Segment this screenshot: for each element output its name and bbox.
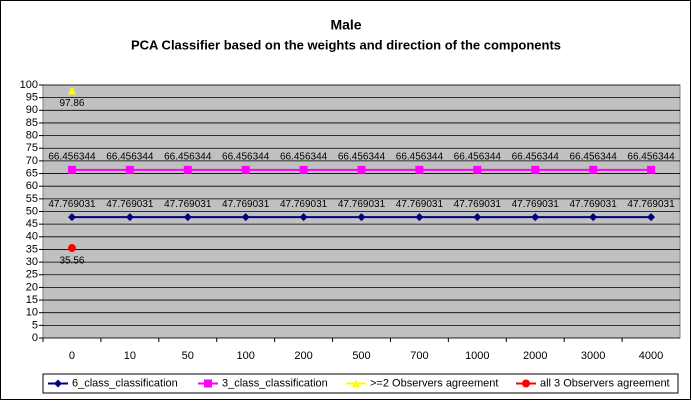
data-label: 66.456344 (222, 152, 270, 163)
data-label: 35.56 (59, 256, 84, 267)
y-tick-label: 90 (26, 104, 38, 116)
x-tick-label: 1000 (465, 350, 489, 362)
data-label: 47.769031 (454, 199, 502, 210)
data-label: 66.456344 (280, 152, 328, 163)
y-tick-label: 100 (20, 79, 38, 91)
data-point (125, 165, 134, 174)
y-tick-label: 50 (26, 205, 38, 217)
data-point (415, 213, 424, 222)
y-tick-label: 70 (26, 155, 38, 167)
y-tick-label: 5 (32, 319, 38, 331)
data-point (647, 165, 656, 174)
y-tick-label: 10 (26, 307, 38, 319)
y-tick-label: 55 (26, 193, 38, 205)
data-point (589, 213, 598, 222)
data-label: 47.769031 (396, 199, 444, 210)
y-tick-label: 80 (26, 130, 38, 142)
y-tick-label: 65 (26, 167, 38, 179)
chart-title: Male (330, 17, 361, 33)
data-point (647, 213, 656, 222)
data-point (415, 165, 424, 174)
y-tick-label: 40 (26, 231, 38, 243)
data-label: 47.769031 (338, 199, 386, 210)
data-label: 47.769031 (48, 199, 96, 210)
y-tick-label: 25 (26, 269, 38, 281)
data-label: 47.769031 (512, 199, 560, 210)
y-tick-label: 30 (26, 256, 38, 268)
data-label: 66.456344 (164, 152, 212, 163)
data-point (531, 213, 540, 222)
y-tick-label: 15 (26, 294, 38, 306)
data-point (183, 213, 192, 222)
data-label: 66.456344 (338, 152, 386, 163)
y-tick-label: 20 (26, 281, 38, 293)
y-tick-label: 35 (26, 243, 38, 255)
legend-label: all 3 Observers agreement (540, 377, 670, 389)
data-point (67, 86, 76, 95)
legend-label: >=2 Observers agreement (370, 377, 498, 389)
data-label: 47.769031 (569, 199, 617, 210)
data-point (299, 165, 308, 174)
data-point (241, 165, 250, 174)
data-point (357, 165, 366, 174)
x-tick-label: 500 (352, 350, 370, 362)
data-label: 47.769031 (280, 199, 328, 210)
data-point (125, 213, 134, 222)
data-label: 47.769031 (164, 199, 212, 210)
data-point (473, 213, 482, 222)
legend-marker (522, 379, 530, 388)
data-point (473, 165, 482, 174)
legend-marker (352, 379, 360, 388)
data-label: 66.456344 (48, 152, 96, 163)
data-label: 66.456344 (396, 152, 444, 163)
y-tick-label: 95 (26, 92, 38, 104)
data-point (241, 213, 250, 222)
legend-marker (204, 379, 212, 388)
data-point (67, 165, 76, 174)
data-point (299, 213, 308, 222)
x-tick-label: 50 (182, 350, 194, 362)
chart-subtitle: PCA Classifier based on the weights and … (131, 37, 561, 52)
data-label: 66.456344 (106, 152, 154, 163)
data-label: 66.456344 (454, 152, 502, 163)
x-tick-label: 700 (410, 350, 428, 362)
legend-label: 6_class_classification (72, 377, 178, 389)
data-point (357, 213, 366, 222)
x-tick-label: 2000 (523, 350, 547, 362)
y-tick-label: 75 (26, 142, 38, 154)
data-point (183, 165, 192, 174)
data-point (67, 213, 76, 222)
x-tick-label: 3000 (581, 350, 605, 362)
x-tick-label: 4000 (639, 350, 663, 362)
y-tick-label: 60 (26, 180, 38, 192)
legend-label: 3_class_classification (222, 377, 328, 389)
data-point (589, 165, 598, 174)
x-tick-label: 100 (237, 350, 255, 362)
data-label: 47.769031 (222, 199, 270, 210)
data-label: 66.456344 (512, 152, 560, 163)
x-tick-label: 10 (124, 350, 136, 362)
y-tick-label: 45 (26, 218, 38, 230)
data-label: 66.456344 (627, 152, 675, 163)
data-label: 66.456344 (569, 152, 617, 163)
data-point (67, 244, 76, 253)
data-label: 97.86 (59, 98, 84, 109)
data-label: 47.769031 (106, 199, 154, 210)
legend-marker (54, 379, 62, 388)
x-tick-label: 0 (69, 350, 75, 362)
data-point (531, 165, 540, 174)
x-tick-label: 200 (294, 350, 312, 362)
data-label: 47.769031 (627, 199, 675, 210)
y-tick-label: 0 (32, 332, 38, 344)
y-tick-label: 85 (26, 117, 38, 129)
